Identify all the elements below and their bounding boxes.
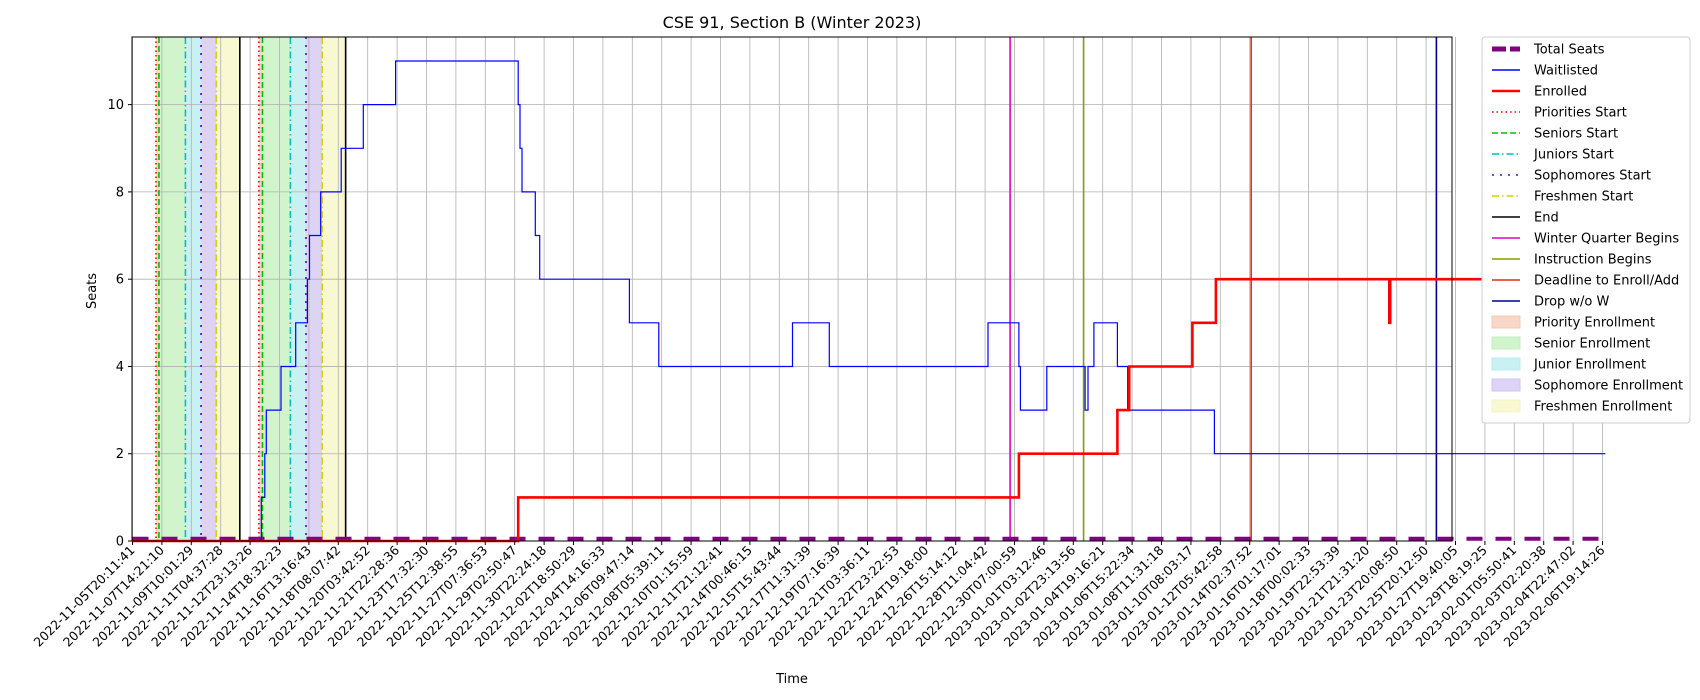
- y-tick-label: 4: [116, 360, 124, 375]
- band-priority-enrollment: [258, 37, 263, 541]
- legend-label-priority-enrollment: Priority Enrollment: [1534, 316, 1655, 331]
- legend-swatch-junior-enrollment: [1491, 357, 1521, 371]
- band-priority-enrollment: [156, 37, 159, 541]
- legend-label-enrolled: Enrolled: [1534, 85, 1587, 100]
- legend-label-end: End: [1534, 211, 1559, 226]
- y-tick-label: 8: [116, 185, 124, 200]
- legend: Total Seats Waitlisted Enrolled Priorities …: [1481, 36, 1691, 424]
- series-waitlisted: [132, 60, 1606, 542]
- legend-label-waitlisted: Waitlisted: [1534, 64, 1598, 79]
- band-junior-enrollment: [290, 37, 306, 541]
- y-axis-ticks: 0 2 4 6 8 10: [107, 98, 132, 550]
- legend-label-deadline-to-enroll-add: Deadline to Enroll/Add: [1534, 274, 1679, 289]
- legend-swatch-priority-enrollment: [1491, 315, 1521, 329]
- legend-label-instruction-begins: Instruction Begins: [1534, 253, 1652, 268]
- legend-swatch-freshmen-enrollment: [1491, 399, 1521, 413]
- x-axis-label: Time: [775, 672, 808, 687]
- legend-label-junior-enrollment: Junior Enrollment: [1533, 358, 1646, 373]
- y-tick-label: 0: [116, 535, 124, 550]
- legend-label-freshmen-start: Freshmen Start: [1534, 190, 1633, 205]
- legend-label-sophomore-enrollment: Sophomore Enrollment: [1534, 379, 1683, 394]
- legend-swatch-senior-enrollment: [1491, 336, 1521, 350]
- legend-box: [1481, 36, 1691, 424]
- band-sophomore-enrollment: [305, 37, 323, 541]
- legend-label-freshmen-enrollment: Freshmen Enrollment: [1534, 400, 1672, 415]
- y-tick-label: 2: [116, 447, 124, 462]
- legend-swatch-sophomore-enrollment: [1491, 378, 1521, 392]
- band-sophomore-enrollment: [201, 37, 217, 541]
- legend-label-juniors-start: Juniors Start: [1533, 148, 1614, 163]
- grid-lines: [132, 37, 1603, 542]
- legend-label-priorities-start: Priorities Start: [1534, 106, 1627, 121]
- x-axis-ticks: 2022-11-05T20:11:412022-11-07T14:21:1020…: [31, 541, 1608, 650]
- legend-label-total-seats: Total Seats: [1533, 43, 1605, 58]
- event-lines: [155, 37, 1438, 541]
- series-enrolled: [132, 234, 1606, 543]
- legend-label-seniors-start: Seniors Start: [1534, 127, 1618, 142]
- series-lines: [132, 60, 1606, 543]
- band-senior-enrollment: [158, 37, 186, 541]
- y-axis-label: Seats: [85, 273, 100, 309]
- y-tick-label: 10: [107, 98, 124, 113]
- band-junior-enrollment: [185, 37, 202, 541]
- legend-label-sophomores-start: Sophomores Start: [1534, 169, 1651, 184]
- legend-label-senior-enrollment: Senior Enrollment: [1534, 337, 1650, 352]
- enrollment-period-bands: [156, 37, 346, 541]
- band-freshmen-enrollment: [322, 37, 346, 541]
- plot-frame: [131, 36, 1453, 542]
- y-tick-label: 6: [116, 273, 124, 288]
- band-senior-enrollment: [262, 37, 291, 541]
- chart-title: CSE 91, Section B (Winter 2023): [663, 13, 922, 32]
- legend-label-winter-quarter-begins: Winter Quarter Begins: [1534, 232, 1679, 247]
- band-freshmen-enrollment: [216, 37, 240, 541]
- legend-label-drop-w-o-w: Drop w/o W: [1534, 295, 1610, 310]
